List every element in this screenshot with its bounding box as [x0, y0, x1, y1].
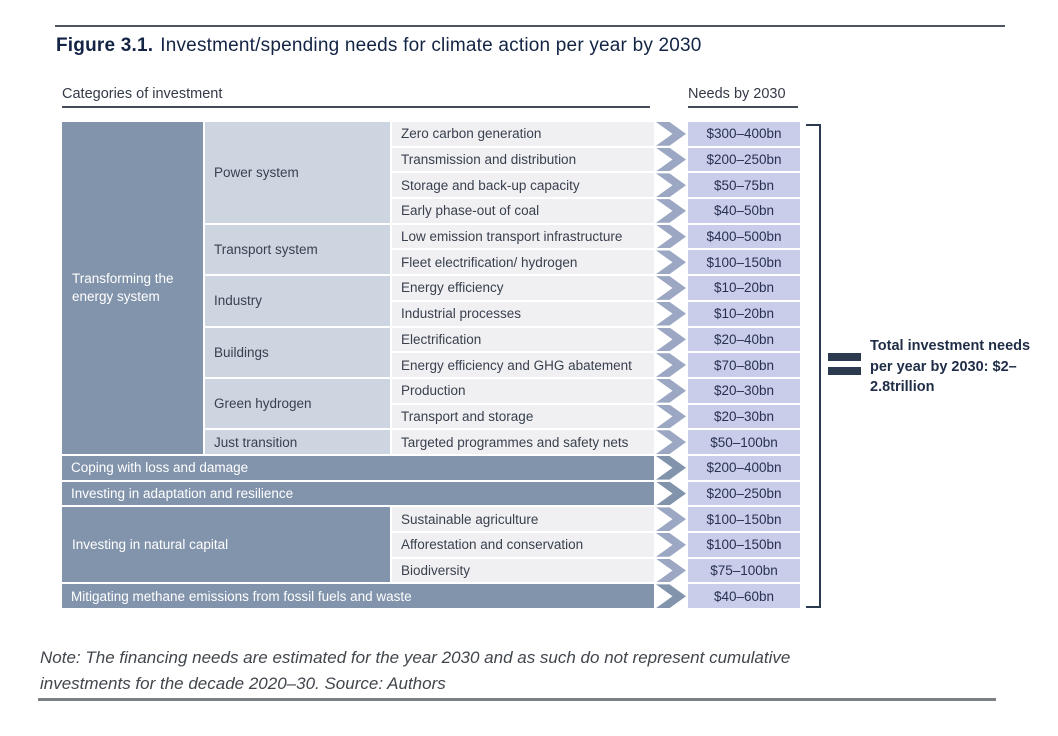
value-industrial-processes: $10–20bn — [688, 301, 800, 326]
category-transforming-the-energy-system: Transforming the energy system — [62, 122, 203, 454]
chevron-right-icon — [656, 224, 686, 249]
value-biodiversity: $75–100bn — [688, 558, 800, 583]
item-production: Production — [392, 378, 654, 403]
group-buildings: Buildings — [205, 327, 390, 377]
item-industrial-processes: Industrial processes — [392, 301, 654, 326]
value-energy-efficiency-and-ghg-abatement: $70–80bn — [688, 353, 800, 377]
chevron-right-icon — [656, 147, 686, 172]
column-header-categories: Categories of investment — [62, 86, 650, 108]
value-fleet-electrification-hydrogen: $100–150bn — [688, 250, 800, 275]
chevron-right-icon — [656, 430, 686, 454]
total-bracket — [806, 124, 821, 608]
chevron-right-icon — [656, 507, 686, 531]
item-energy-efficiency-and-ghg-abatement: Energy efficiency and GHG abatement — [392, 353, 654, 377]
value-storage-and-back-up-capacity: $50–75bn — [688, 173, 800, 198]
value-electrification: $20–40bn — [688, 327, 800, 352]
group-power-system: Power system — [205, 122, 390, 223]
chevron-right-icon — [656, 122, 686, 146]
chevron-right-icon — [656, 378, 686, 403]
investment-table: Transforming the energy system Power syst… — [62, 122, 800, 609]
group-just-transition: Just transition — [205, 430, 390, 454]
chevron-right-icon — [656, 404, 686, 429]
bottom-rule — [38, 698, 996, 701]
equals-icon — [828, 353, 861, 375]
chevron-right-icon — [656, 533, 686, 557]
chevron-right-icon — [656, 301, 686, 326]
value-targeted-programmes-and-safety-nets: $50–100bn — [688, 430, 800, 454]
item-fleet-electrification-hydrogen: Fleet electrification/ hydrogen — [392, 250, 654, 275]
item-biodiversity: Biodiversity — [392, 558, 654, 583]
chevron-right-icon — [656, 584, 686, 609]
figure-note: Note: The financing needs are estimated … — [40, 645, 1000, 696]
figure-title: Figure 3.1. Investment/spending needs for… — [56, 35, 702, 57]
column-header-needs: Needs by 2030 — [688, 86, 798, 108]
value-afforestation-and-conservation: $100–150bn — [688, 533, 800, 557]
item-low-emission-transport-infrastructure: Low emission transport infrastructure — [392, 224, 654, 249]
chevron-right-icon — [656, 558, 686, 583]
item-electrification: Electrification — [392, 327, 654, 352]
item-energy-efficiency: Energy efficiency — [392, 276, 654, 300]
category-investing-in-adaptation-and-resilience: Investing in adaptation and resilience — [62, 481, 654, 506]
value-production: $20–30bn — [688, 378, 800, 403]
value-energy-efficiency: $10–20bn — [688, 276, 800, 300]
equals-bar — [828, 353, 861, 361]
value-sustainable-agriculture: $100–150bn — [688, 507, 800, 531]
top-rule — [55, 25, 1005, 27]
item-targeted-programmes-and-safety-nets: Targeted programmes and safety nets — [392, 430, 654, 454]
chevron-right-icon — [656, 481, 686, 506]
value-early-phase-out-of-coal: $40–50bn — [688, 199, 800, 223]
category-mitigating-methane-emissions-from-fossil-fuels-and-waste: Mitigating methane emissions from fossil… — [62, 584, 654, 609]
chevron-right-icon — [656, 455, 686, 480]
value-low-emission-transport-infrastructure: $400–500bn — [688, 224, 800, 249]
chevron-right-icon — [656, 250, 686, 275]
note-line-1: Note: The financing needs are estimated … — [40, 648, 791, 667]
group-industry: Industry — [205, 276, 390, 326]
item-storage-and-back-up-capacity: Storage and back-up capacity — [392, 173, 654, 198]
category-investing-in-natural-capital: Investing in natural capital — [62, 507, 390, 583]
value-coping-with-loss-and-damage: $200–400bn — [688, 455, 800, 480]
value-transport-and-storage: $20–30bn — [688, 404, 800, 429]
group-green-hydrogen: Green hydrogen — [205, 378, 390, 429]
value-transmission-and-distribution: $200–250bn — [688, 147, 800, 172]
value-mitigating-methane-emissions-from-fossil-fuels-and-waste: $40–60bn — [688, 584, 800, 609]
value-zero-carbon-generation: $300–400bn — [688, 122, 800, 146]
chevron-right-icon — [656, 276, 686, 300]
chevron-right-icon — [656, 173, 686, 198]
item-early-phase-out-of-coal: Early phase-out of coal — [392, 199, 654, 223]
chevron-right-icon — [656, 327, 686, 352]
total-investment-label: Total investment needs per year by 2030:… — [870, 338, 1031, 396]
value-investing-in-adaptation-and-resilience: $200–250bn — [688, 481, 800, 506]
category-coping-with-loss-and-damage: Coping with loss and damage — [62, 455, 654, 480]
chevron-right-icon — [656, 199, 686, 223]
equals-bar — [828, 367, 861, 375]
figure-title-text: Investment/spending needs for climate ac… — [160, 35, 702, 56]
group-transport-system: Transport system — [205, 224, 390, 275]
item-transport-and-storage: Transport and storage — [392, 404, 654, 429]
figure-label: Figure 3.1. — [56, 35, 154, 56]
chevron-right-icon — [656, 353, 686, 377]
item-afforestation-and-conservation: Afforestation and conservation — [392, 533, 654, 557]
note-line-2: investments for the decade 2020–30. Sour… — [40, 673, 446, 693]
item-sustainable-agriculture: Sustainable agriculture — [392, 507, 654, 531]
item-zero-carbon-generation: Zero carbon generation — [392, 122, 654, 146]
item-transmission-and-distribution: Transmission and distribution — [392, 147, 654, 172]
